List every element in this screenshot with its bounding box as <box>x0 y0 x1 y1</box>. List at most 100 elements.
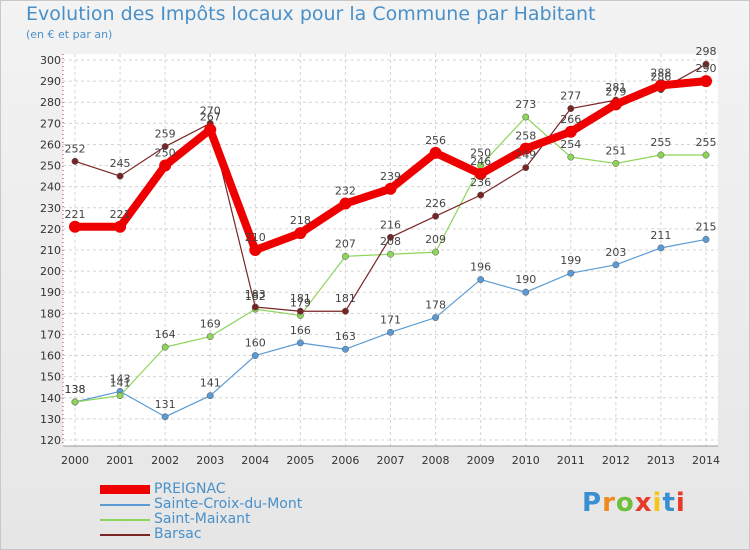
data-label: 210 <box>245 231 266 244</box>
data-label: 239 <box>380 170 401 183</box>
x-tick-label: 2005 <box>286 454 314 467</box>
data-point <box>159 159 172 172</box>
data-label: 298 <box>696 45 717 58</box>
y-tick-label: 250 <box>40 160 61 173</box>
legend-label: Saint-Maixant <box>154 511 251 527</box>
data-point <box>702 235 710 243</box>
data-label: 196 <box>470 261 491 274</box>
data-point <box>567 153 575 161</box>
legend-item: Sainte-Croix-du-Mont <box>100 497 302 512</box>
y-tick-label: 260 <box>40 138 61 151</box>
legend-item: Barsac <box>100 527 302 542</box>
legend-swatch <box>100 533 150 536</box>
legend-label: Sainte-Croix-du-Mont <box>154 496 303 512</box>
data-label: 251 <box>605 144 626 157</box>
data-point <box>341 345 349 353</box>
legend-label: Barsac <box>154 526 202 542</box>
data-point <box>477 191 485 199</box>
data-label: 178 <box>425 299 446 312</box>
x-tick-label: 2003 <box>196 454 224 467</box>
data-label: 252 <box>65 142 86 155</box>
logo-letter: o <box>615 488 635 518</box>
data-point <box>116 392 124 400</box>
data-point <box>161 343 169 351</box>
data-point <box>522 288 530 296</box>
data-label: 221 <box>65 208 86 221</box>
data-point <box>429 146 442 159</box>
data-point <box>251 352 259 360</box>
data-point <box>387 233 394 241</box>
data-point <box>294 227 307 240</box>
data-point <box>114 220 127 233</box>
data-label: 208 <box>380 235 401 248</box>
y-tick-label: 270 <box>40 117 61 130</box>
x-tick-label: 2010 <box>512 454 540 467</box>
data-label: 199 <box>560 254 581 267</box>
logo-letter: i <box>675 488 686 518</box>
data-label: 215 <box>696 220 717 233</box>
data-point <box>612 159 620 167</box>
data-label: 281 <box>605 81 626 94</box>
data-point <box>69 220 81 233</box>
x-tick-label: 2000 <box>61 454 89 467</box>
data-label: 181 <box>335 292 356 305</box>
data-point <box>432 212 440 220</box>
data-point <box>564 125 577 138</box>
data-point <box>612 261 620 269</box>
logo-letter: x <box>634 488 653 518</box>
y-tick-label: 290 <box>40 75 61 88</box>
data-label: 245 <box>110 157 131 170</box>
data-point <box>339 197 352 210</box>
logo-letter: i <box>652 488 663 518</box>
data-label: 255 <box>696 136 717 149</box>
data-label: 279 <box>605 85 626 98</box>
y-tick-label: 200 <box>40 265 61 278</box>
legend-item: PREIGNAC <box>100 482 302 497</box>
data-point <box>71 157 79 165</box>
data-label: 182 <box>245 290 266 303</box>
data-label: 160 <box>245 337 266 350</box>
data-label: 143 <box>110 372 131 385</box>
data-point <box>567 105 575 113</box>
x-tick-label: 2001 <box>106 454 134 467</box>
legend-item: Saint-Maixant <box>100 512 302 527</box>
x-tick-label: 2004 <box>241 454 269 467</box>
data-label: 254 <box>560 138 581 151</box>
data-point <box>700 75 712 88</box>
data-label: 277 <box>560 90 581 103</box>
data-point <box>522 113 530 121</box>
x-tick-label: 2012 <box>602 454 630 467</box>
x-tick-label: 2006 <box>331 454 359 467</box>
data-point <box>341 307 349 315</box>
data-label: 164 <box>155 328 176 341</box>
logo-letter: t <box>662 488 676 518</box>
data-point <box>609 98 622 111</box>
y-tick-label: 180 <box>40 307 61 320</box>
data-point <box>296 339 304 347</box>
data-point <box>206 333 214 341</box>
y-tick-label: 140 <box>40 392 61 405</box>
y-tick-label: 130 <box>40 413 61 426</box>
data-label: 232 <box>335 185 356 198</box>
data-label: 138 <box>65 383 86 396</box>
data-label: 226 <box>425 197 446 210</box>
y-tick-label: 220 <box>40 223 61 236</box>
data-label: 221 <box>110 208 131 221</box>
chart-subtitle: (en € et par an) <box>26 28 113 41</box>
data-point <box>657 151 665 159</box>
data-label: 209 <box>425 233 446 246</box>
data-label: 131 <box>155 398 176 411</box>
data-point <box>477 276 485 284</box>
data-point <box>384 182 397 195</box>
data-point <box>567 269 575 277</box>
data-point <box>116 172 124 180</box>
data-point <box>71 398 79 406</box>
data-point <box>161 143 169 151</box>
data-label: 190 <box>515 273 536 286</box>
data-point <box>387 328 394 336</box>
data-label: 211 <box>650 229 671 242</box>
y-tick-label: 230 <box>40 202 61 215</box>
y-tick-label: 190 <box>40 286 61 299</box>
chart-title: Evolution des Impôts locaux pour la Comm… <box>26 3 596 25</box>
